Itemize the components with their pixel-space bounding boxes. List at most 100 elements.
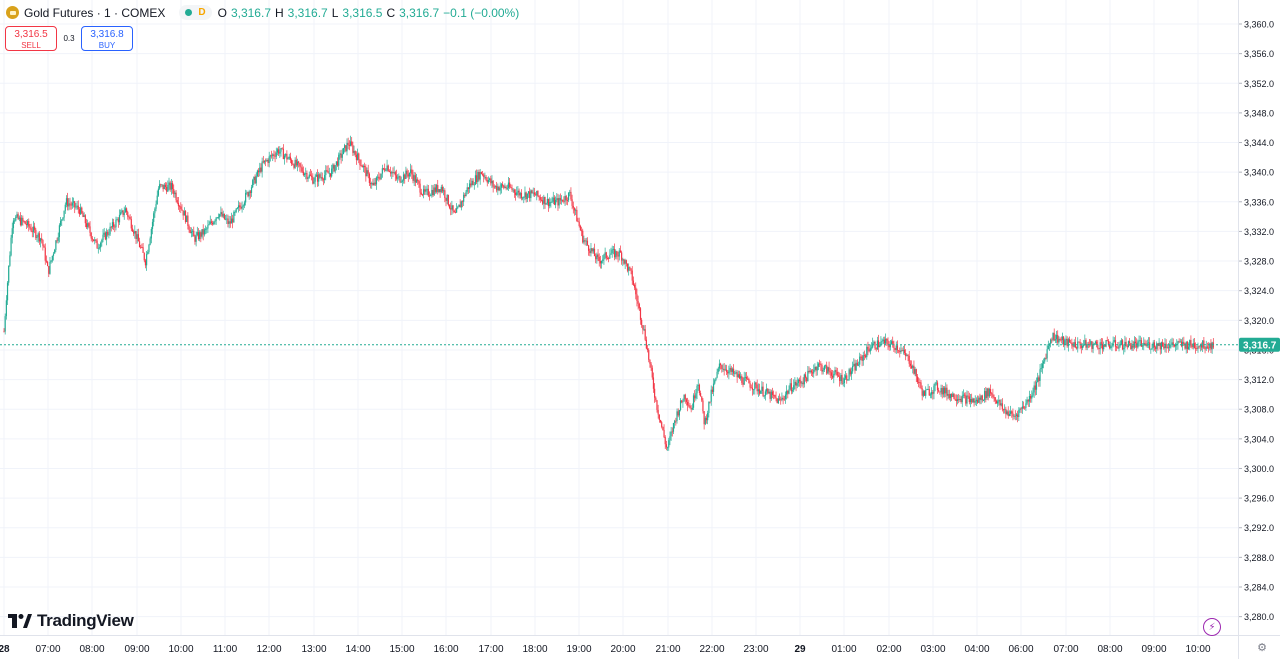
candle-body	[969, 399, 972, 403]
candle-body	[683, 394, 685, 402]
candle-body	[834, 370, 836, 374]
x-tick-label: 07:00	[1053, 644, 1078, 655]
candle-body	[154, 208, 156, 214]
candle-body	[512, 189, 514, 191]
candle-body	[1173, 344, 1176, 347]
candle-body	[50, 260, 52, 262]
candle-body	[78, 209, 81, 215]
candle-body	[780, 399, 782, 401]
candle-body	[182, 210, 184, 216]
candle-body	[295, 159, 297, 166]
candle-body	[69, 203, 71, 205]
buy-button[interactable]: 3,316.8 BUY	[81, 26, 133, 51]
candle-body	[729, 367, 731, 371]
candle-body	[692, 395, 695, 408]
candle-body	[835, 370, 837, 372]
candle-body	[500, 184, 502, 188]
candle-body	[1125, 341, 1127, 347]
candle-body	[130, 219, 132, 229]
candle-body	[961, 395, 963, 403]
tradingview-logo[interactable]: TradingView	[8, 611, 134, 631]
candle-body	[1158, 342, 1160, 346]
candle-body	[451, 205, 453, 210]
candle-body	[510, 187, 512, 188]
candle-body	[910, 365, 913, 369]
candle-body	[274, 155, 276, 157]
candle-body	[248, 191, 250, 197]
candle-body	[214, 220, 216, 222]
candle-body	[978, 397, 980, 403]
candle-body	[788, 389, 790, 394]
candle-body	[1177, 341, 1179, 345]
symbol-title[interactable]: Gold Futures · 1 · COMEX	[24, 5, 166, 20]
candle-body	[380, 173, 382, 179]
candle-body	[575, 209, 577, 211]
candle-body	[940, 388, 942, 393]
candle-body	[652, 377, 655, 389]
candle-body	[1001, 403, 1003, 410]
candle-body	[241, 206, 243, 209]
candle-body	[222, 213, 224, 217]
candle-body	[540, 199, 543, 201]
candle-body	[381, 168, 383, 174]
candle-body	[235, 208, 237, 212]
candle-body	[201, 229, 203, 237]
candle-body	[1068, 339, 1071, 343]
candle-body	[354, 150, 356, 155]
candle-body	[108, 234, 110, 236]
candle-body	[973, 398, 975, 403]
candle-body	[668, 440, 670, 448]
candle-body	[306, 173, 308, 179]
candle-body	[754, 382, 756, 390]
candle-body	[202, 229, 204, 235]
candle-body	[690, 408, 692, 410]
candle-body	[602, 259, 604, 262]
candle-body	[600, 261, 603, 264]
candle-body	[1205, 346, 1207, 349]
candle-body	[870, 347, 873, 349]
candle-body	[731, 368, 734, 372]
candle-body	[428, 195, 431, 197]
gear-icon[interactable]: ⚙	[1257, 642, 1267, 654]
candle-body	[102, 234, 104, 241]
candle-body	[630, 268, 632, 271]
candle-body	[522, 197, 524, 199]
candle-body	[707, 412, 709, 421]
candle-body	[1081, 345, 1084, 349]
candle-body	[817, 363, 820, 367]
candle-body	[100, 242, 102, 248]
candle-body	[525, 192, 527, 199]
candle-body	[181, 209, 183, 211]
candle-body	[87, 223, 89, 228]
candle-body	[374, 182, 376, 185]
candle-body	[94, 239, 96, 242]
candle-body	[137, 234, 139, 242]
candle-body	[146, 254, 148, 266]
candle-body	[666, 447, 669, 449]
candle-body	[921, 388, 923, 396]
candle-body	[822, 370, 824, 372]
candle-body	[768, 391, 770, 394]
candle-body	[47, 261, 49, 267]
candle-body	[361, 165, 363, 168]
x-tick-label: 17:00	[478, 644, 503, 655]
candle-body	[1054, 339, 1056, 341]
candle-body	[777, 398, 779, 404]
sell-button[interactable]: 3,316.5 SELL	[5, 26, 57, 51]
candle-body	[489, 178, 491, 181]
market-status-pill[interactable]: D	[179, 5, 212, 20]
candle-body	[984, 391, 986, 401]
candle-body	[590, 248, 592, 254]
candle-body	[95, 239, 97, 241]
candle-body	[454, 212, 457, 214]
candle-body	[41, 238, 43, 240]
candle-body	[1132, 345, 1134, 348]
candle-body	[636, 294, 638, 302]
candle-body	[641, 319, 643, 326]
candle-body	[563, 201, 565, 203]
candle-body	[169, 182, 171, 190]
lightning-icon[interactable]: ⚡	[1203, 618, 1221, 636]
candle-body	[773, 394, 775, 396]
close-value: 3,316.7	[399, 5, 440, 20]
